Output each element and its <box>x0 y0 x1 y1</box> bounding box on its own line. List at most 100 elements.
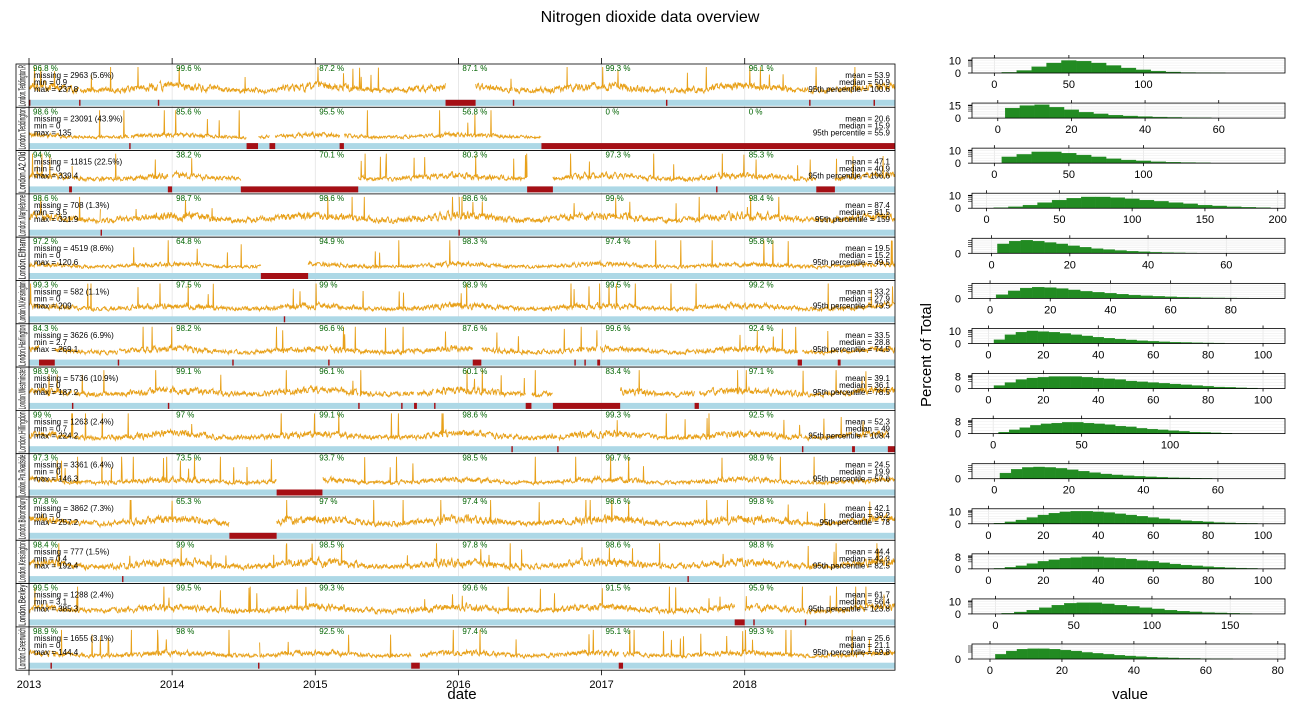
annual-capture-label: 98.4 % <box>33 540 58 549</box>
hist-bar <box>1048 332 1061 344</box>
missing-data-block <box>276 489 323 496</box>
missing-data-block <box>797 359 802 366</box>
hist-bar <box>1040 423 1052 434</box>
hist-border <box>971 147 1286 164</box>
max-stat: max = 146.3 <box>34 475 79 484</box>
hist-border <box>971 192 1286 209</box>
hist-xtick-label: 100 <box>1134 169 1152 181</box>
hist-ytick-label: 10 <box>949 191 961 203</box>
hist-xtick-label: 60 <box>1147 349 1159 361</box>
annual-capture-label: 99.3 % <box>33 281 58 290</box>
annual-capture-label: 97 % <box>319 497 337 506</box>
min-stat: min = 0 <box>34 641 61 650</box>
hist-bar <box>997 243 1010 254</box>
hist-bar <box>1101 603 1115 615</box>
max-stat: max = 257.2 <box>34 518 79 527</box>
median-stat: median = 39.2 <box>839 511 890 520</box>
histogram-panel: 080 20 40 60 80 100 <box>955 370 1286 407</box>
site-panel: 94 % 38.2 % 70.1 % 80.3 % 97.3 % 85.3 % missin… <box>15 150 896 195</box>
annual-capture-label: 96.6 % <box>319 324 344 333</box>
p95-stat: 95th percentile = 73.5 <box>813 302 891 311</box>
hist-bar <box>1135 69 1152 74</box>
site-strip-label: London.Teddington <box>18 108 29 149</box>
date-axis: 2013 2014 2015 2016 2017 2018 <box>17 58 757 691</box>
annual-capture-label: 98.6 % <box>33 194 58 203</box>
hist-bar <box>1032 286 1045 299</box>
hist-bar <box>1158 518 1170 524</box>
annual-capture-label: 99.3 % <box>606 64 631 73</box>
min-stat: min = 0 <box>34 468 61 477</box>
hist-bar <box>1128 294 1141 299</box>
hist-bar <box>1076 602 1090 615</box>
missing-data-block <box>50 662 52 669</box>
hist-xtick-label: 100 <box>1123 214 1141 226</box>
mean-stat: mean = 19.5 <box>845 244 890 253</box>
annual-capture-label: 98.9 % <box>33 367 58 376</box>
hist-ytick-label: 0 <box>955 293 961 305</box>
hist-bar <box>1037 514 1050 524</box>
hist-xtick-label: 100 <box>1254 395 1272 407</box>
hist-bar <box>1093 423 1105 434</box>
hist-bar <box>1136 516 1148 524</box>
hist-xtick-label: 80 <box>1225 304 1237 316</box>
hist-xtick-label: 0 <box>995 124 1001 136</box>
hist-xtick-label: 20 <box>1064 259 1076 271</box>
hist-bar <box>1151 608 1165 615</box>
hist-border <box>971 57 1286 74</box>
mean-stat: mean = 53.9 <box>845 71 890 80</box>
site-strip-label: London.Bloomsbury <box>18 498 29 539</box>
hist-ytick-label: 10 <box>949 146 961 158</box>
annual-capture-label: 92.4 % <box>749 324 774 333</box>
missing-data-block <box>269 143 276 150</box>
missing-data-block <box>552 402 621 409</box>
mean-stat: mean = 87.4 <box>845 201 890 210</box>
missing-data-block <box>804 619 807 626</box>
hist-bar <box>1125 558 1137 569</box>
hist-xtick-label: 60 <box>1220 259 1232 271</box>
hist-bar <box>1115 425 1126 434</box>
hist-xtick-label: 20 <box>1037 349 1049 361</box>
median-stat: median = 28.8 <box>839 338 890 347</box>
chart-title: Nitrogen dioxide data overview <box>541 9 760 26</box>
hist-bar <box>1064 603 1078 615</box>
min-stat: min = 2.7 <box>34 338 68 347</box>
median-stat: median = 40.9 <box>839 165 890 174</box>
missing-data-block <box>716 186 718 193</box>
hist-xtick-label: 60 <box>1147 395 1159 407</box>
missing-stat: missing = 3626 (6.9%) <box>34 331 114 340</box>
hist-bar <box>1164 610 1178 615</box>
missing-data-block <box>597 359 601 366</box>
annual-capture-label: 97 % <box>176 410 194 419</box>
hist-bar <box>1030 425 1042 434</box>
annual-capture-label: 92.5 % <box>319 627 344 636</box>
hist-bar <box>1004 334 1017 344</box>
max-stat: max = 237.8 <box>34 85 79 94</box>
median-stat: median = 36.1 <box>839 381 890 390</box>
annual-capture-label: 97.8 % <box>33 497 58 506</box>
annual-capture-label: 99.5 % <box>606 281 631 290</box>
median-stat: median = 50.9 <box>839 78 890 87</box>
hist-bar <box>1093 113 1109 119</box>
hist-bar <box>1070 376 1082 389</box>
histogram-panel: 0 0 20 40 60 80 <box>955 641 1286 677</box>
hist-bar <box>1092 653 1104 660</box>
hist-xtick-label: 20 <box>1037 530 1049 542</box>
p95-stat: 95th percentile = 123.8 <box>808 605 890 614</box>
missing-stat: missing = 1655 (3.1%) <box>34 634 114 643</box>
annual-capture-label: 97.5 % <box>176 281 201 290</box>
missing-data-block <box>734 619 745 626</box>
max-stat: max = 339.4 <box>34 172 79 181</box>
p95-stat: 95th percentile = 100.6 <box>808 85 890 94</box>
hist-xtick-label: 80 <box>1202 530 1214 542</box>
hist-bar <box>1026 563 1039 569</box>
missing-data-block <box>687 576 689 583</box>
data-capture-bar <box>29 662 895 669</box>
hist-xtick-label: 0 <box>992 620 998 632</box>
missing-data-block <box>117 359 120 366</box>
hist-bar <box>1139 199 1155 209</box>
hist-bar <box>1079 247 1092 254</box>
hist-bar <box>1111 474 1124 479</box>
concentration-line <box>28 370 896 399</box>
